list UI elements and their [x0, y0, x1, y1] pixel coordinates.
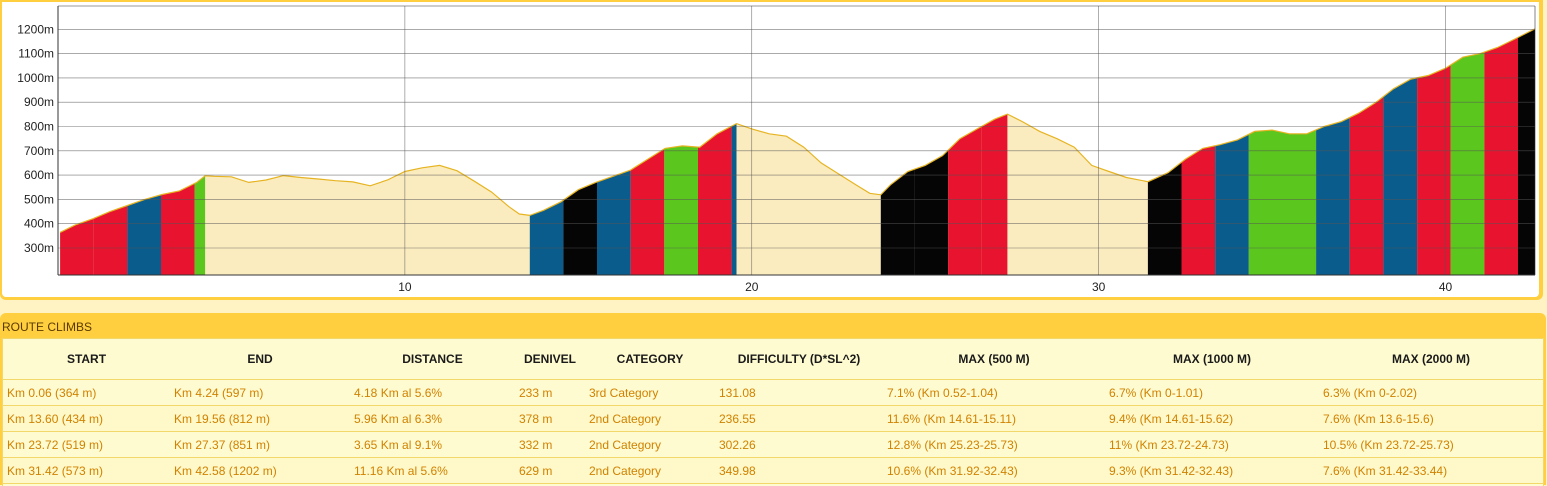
- climb-segment-20: [1248, 129, 1317, 275]
- y-tick-label-500: 500m: [24, 192, 54, 206]
- climb-segment-6: [529, 200, 564, 275]
- column-header-3[interactable]: DENIVEL: [515, 339, 585, 380]
- table-row: Km 0.06 (364 m) Km 4.24 (597 m) 4.18 Km al…: [3, 379, 1543, 406]
- table-cell: Km 31.42 (573 m): [3, 457, 170, 484]
- table-cell: 10.6% (Km 31.92-32.43): [883, 457, 1105, 484]
- climb-segment-18: [1181, 145, 1216, 275]
- climbs-table-header: START END DISTANCE DENIVEL CATEGORY DIFFICULT…: [3, 339, 1543, 380]
- climb-segment-10: [664, 145, 698, 275]
- elevation-profile-svg: 300m 400m 500m 600m 700m 800m 900m 1000m 1100m 12…: [17, 5, 1536, 294]
- climb-segment-3: [127, 194, 161, 275]
- y-tick-label-600: 600m: [24, 168, 54, 182]
- column-header-8[interactable]: MAX (2000 M): [1319, 339, 1543, 380]
- table-cell: Km 27.37 (851 m): [170, 431, 350, 458]
- climbs-table: START END DISTANCE DENIVEL CATEGORY DIFFICULT…: [3, 339, 1543, 484]
- climb-segment-8: [597, 170, 631, 275]
- table-cell: 378 m: [515, 405, 585, 432]
- column-header-4[interactable]: CATEGORY: [585, 339, 715, 380]
- table-cell: 11% (Km 23.72-24.73): [1105, 431, 1319, 458]
- y-tick-label-1000: 1000m: [17, 71, 54, 85]
- table-cell: 2nd Category: [585, 457, 715, 484]
- table-cell: 6.3% (Km 0-2.02): [1319, 379, 1543, 406]
- table-cell: 7.6% (Km 13.6-15.6): [1319, 405, 1543, 432]
- table-cell: Km 0.06 (364 m): [3, 379, 170, 406]
- table-cell: 4.18 Km al 5.6%: [350, 379, 515, 406]
- table-cell: 131.08: [715, 379, 883, 406]
- table-cell: Km 13.60 (434 m): [3, 405, 170, 432]
- table-cell: Km 19.56 (812 m): [170, 405, 350, 432]
- y-tick-label-1100: 1100m: [18, 47, 54, 61]
- elevation-chart: 300m 400m 500m 600m 700m 800m 900m 1000m 1100m 12…: [2, 2, 1539, 297]
- climb-segment-21: [1316, 117, 1350, 275]
- climb-segment-7: [563, 181, 597, 275]
- y-tick-label-1200: 1200m: [17, 22, 54, 36]
- chart-frame: 300m 400m 500m 600m 700m 800m 900m 1000m 1100m 12…: [0, 0, 1543, 300]
- y-tick-label-300: 300m: [24, 241, 54, 255]
- table-cell: 9.3% (Km 31.42-32.43): [1105, 457, 1319, 484]
- climb-segment-5: [194, 175, 206, 275]
- table-cell: 3.65 Km al 9.1%: [350, 431, 515, 458]
- column-header-5[interactable]: DIFFICULTY (D*SL^2): [715, 339, 883, 380]
- table-cell: 10.5% (Km 23.72-25.73): [1319, 431, 1543, 458]
- table-cell: 5.96 Km al 6.3%: [350, 405, 515, 432]
- table-cell: Km 4.24 (597 m): [170, 379, 350, 406]
- route-climbs-panel: ROUTE CLIMBS START END DISTANCE DENIVEL CATE…: [0, 313, 1546, 486]
- y-tick-label-400: 400m: [24, 217, 54, 231]
- climb-segment-11: [698, 126, 732, 275]
- column-header-1[interactable]: END: [170, 339, 350, 380]
- y-tick-label-900: 900m: [24, 95, 54, 109]
- table-row: Km 13.60 (434 m) Km 19.56 (812 m) 5.96 Km …: [3, 405, 1543, 432]
- climb-segment-17: [1147, 162, 1182, 275]
- route-climbs-title: ROUTE CLIMBS: [2, 320, 93, 334]
- table-cell: 233 m: [515, 379, 585, 406]
- table-cell: 3rd Category: [585, 379, 715, 406]
- profile-line: [59, 28, 1536, 233]
- climb-segment-1: [60, 218, 94, 275]
- climb-segment-26: [1484, 37, 1518, 276]
- table-cell: 349.98: [715, 457, 883, 484]
- climb-segment-22: [1349, 96, 1384, 275]
- table-cell: 2nd Category: [585, 431, 715, 458]
- table-cell: 9.4% (Km 14.61-15.62): [1105, 405, 1319, 432]
- table-cell: 6.7% (Km 0-1.01): [1105, 379, 1319, 406]
- climb-segment-15: [948, 126, 982, 276]
- y-tick-label-800: 800m: [24, 120, 54, 134]
- climb-segment-14: [914, 150, 949, 275]
- table-cell: Km 42.58 (1202 m): [170, 457, 350, 484]
- table-cell: 2nd Category: [585, 405, 715, 432]
- table-cell: Km 23.72 (519 m): [3, 431, 170, 458]
- climb-segment-27: [1518, 28, 1535, 275]
- y-tick-label-700: 700m: [24, 144, 54, 158]
- table-cell: 236.55: [715, 405, 883, 432]
- climbs-table-body: Km 0.06 (364 m) Km 4.24 (597 m) 4.18 Km al…: [3, 379, 1543, 484]
- column-header-0[interactable]: START: [3, 339, 170, 380]
- x-tick-label-40: 40: [1439, 280, 1453, 294]
- column-header-7[interactable]: MAX (1000 M): [1105, 339, 1319, 380]
- table-cell: 12.8% (Km 25.23-25.73): [883, 431, 1105, 458]
- climb-segment-2: [93, 205, 128, 275]
- x-tick-label-10: 10: [398, 280, 412, 294]
- climb-segment-16: [981, 114, 1008, 275]
- table-cell: 11.6% (Km 14.61-15.11): [883, 405, 1105, 432]
- column-header-2[interactable]: DISTANCE: [350, 339, 515, 380]
- climb-segment-4: [161, 183, 195, 275]
- table-cell: 7.1% (Km 0.52-1.04): [883, 379, 1105, 406]
- climb-segment-13: [880, 169, 915, 275]
- column-header-6[interactable]: MAX (500 M): [883, 339, 1105, 380]
- climb-segment-9: [630, 148, 665, 275]
- table-cell: 302.26: [715, 431, 883, 458]
- climb-segment-24: [1417, 64, 1451, 276]
- table-cell: 7.6% (Km 31.42-33.44): [1319, 457, 1543, 484]
- climb-segment-23: [1383, 77, 1418, 275]
- x-tick-label-30: 30: [1092, 280, 1106, 294]
- climb-segment-25: [1450, 52, 1485, 275]
- climb-segment-19: [1215, 134, 1249, 275]
- table-cell: 11.16 Km al 5.6%: [350, 457, 515, 484]
- table-row: Km 23.72 (519 m) Km 27.37 (851 m) 3.65 Km …: [3, 431, 1543, 458]
- table-cell: 629 m: [515, 457, 585, 484]
- climbs-table-box: START END DISTANCE DENIVEL CATEGORY DIFFICULT…: [2, 338, 1544, 486]
- table-row: Km 31.42 (573 m) Km 42.58 (1202 m) 11.16 K…: [3, 457, 1543, 484]
- table-cell: 332 m: [515, 431, 585, 458]
- x-tick-label-20: 20: [745, 280, 759, 294]
